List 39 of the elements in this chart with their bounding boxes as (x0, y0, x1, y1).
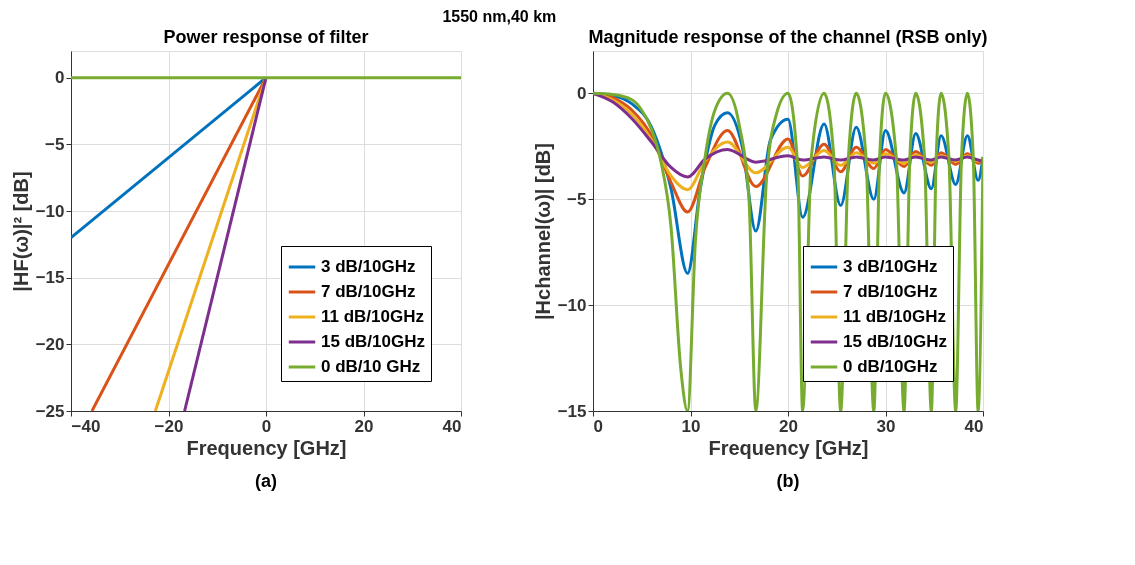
x-axis-title: Frequency [GHz] (186, 436, 347, 459)
text: 1550 nm,40 km (442, 7, 557, 25)
legend-label: 7 dB/10GHz (321, 282, 416, 301)
x-tick-label: −20 (154, 416, 184, 436)
text: (b) (776, 471, 800, 491)
x-tick-label: 30 (876, 416, 896, 436)
x-axis-title: Frequency [GHz] (708, 436, 869, 459)
x-tick-label: 10 (681, 416, 701, 436)
legend-label: 15 dB/10GHz (321, 332, 425, 351)
legend-label: 3 dB/10GHz (843, 257, 938, 276)
chart-title: Power response of filter (163, 27, 369, 47)
chart-title: Magnitude response of the channel (RSB only) (588, 27, 988, 47)
y-tick-label: −25 (35, 401, 65, 421)
y-tick-label: −20 (35, 334, 65, 354)
y-axis-title: |HF(ω)|² [dB] (9, 171, 32, 292)
y-tick-label: −15 (35, 268, 65, 288)
y-tick-label: −10 (557, 295, 587, 315)
legend-label: 0 dB/10 GHz (321, 357, 421, 376)
x-tick-label: 40 (964, 416, 984, 436)
legend-label: 7 dB/10GHz (843, 282, 938, 301)
y-tick-label: −5 (567, 189, 587, 209)
y-tick-label: −15 (557, 401, 587, 421)
x-tick-label: −40 (71, 416, 101, 436)
legend-label: 11 dB/10GHz (843, 307, 946, 326)
legend-label: 3 dB/10GHz (321, 257, 416, 276)
x-tick-label: 0 (261, 416, 272, 436)
y-axis-title: |Hchannel(ω)| [dB] (531, 143, 554, 320)
text: (a) (255, 471, 277, 491)
legend-label: 0 dB/10GHz (843, 357, 938, 376)
x-tick-label: 20 (354, 416, 374, 436)
legend-label: 15 dB/10GHz (843, 332, 947, 351)
x-tick-label: 20 (779, 416, 798, 436)
y-tick-label: −5 (45, 134, 65, 154)
y-tick-label: −10 (35, 201, 65, 221)
legend-label: 11 dB/10GHz (321, 307, 424, 326)
x-tick-label: 40 (442, 416, 462, 436)
x-tick-label: 0 (593, 416, 603, 436)
y-tick-label: 0 (55, 68, 65, 88)
y-tick-label: 0 (577, 83, 587, 103)
